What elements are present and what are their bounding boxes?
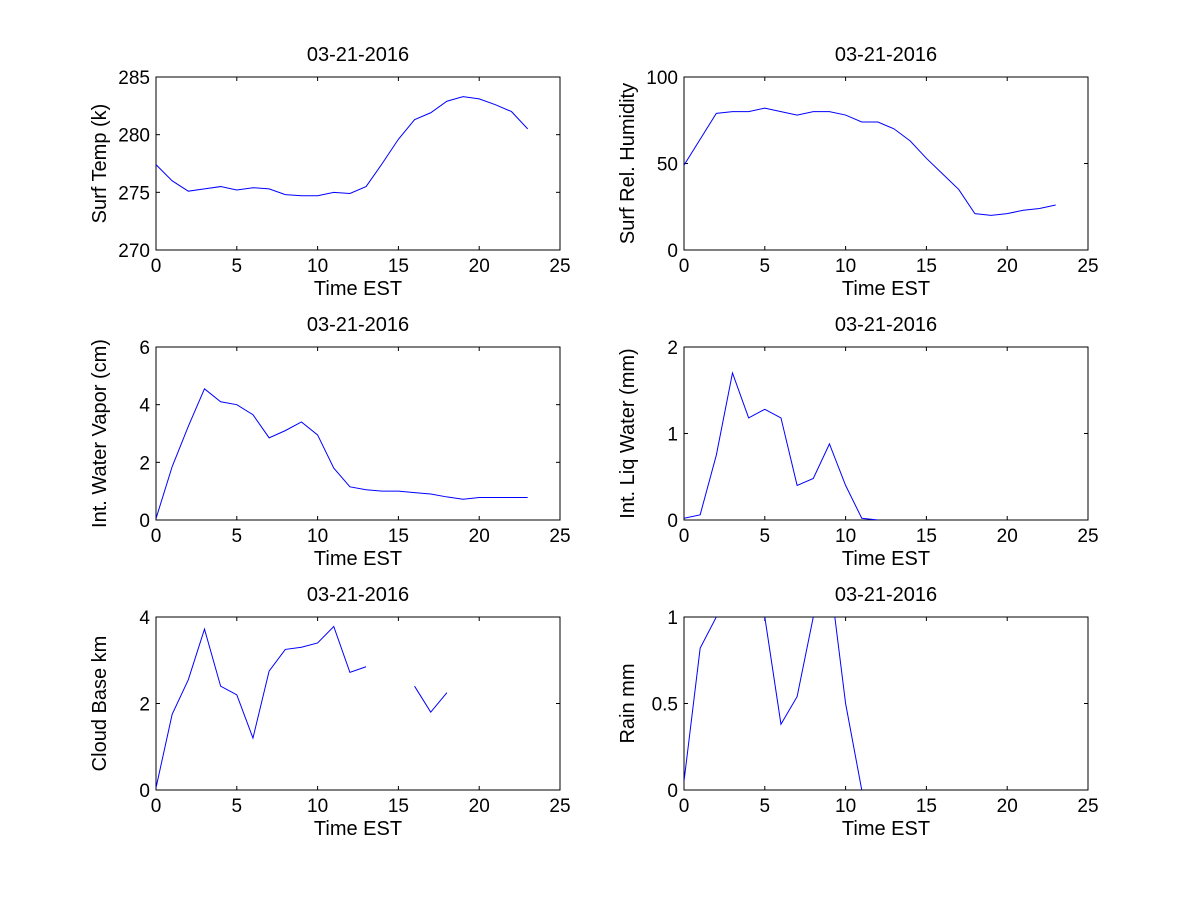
chart-1-x-axis-label: Time EST <box>314 278 402 300</box>
chart-3-y-tick-label: 2 <box>139 453 150 474</box>
chart-6-title: 03-21-2016 <box>835 584 937 606</box>
chart-4-x-tick-label: 5 <box>760 526 771 547</box>
chart-3-title: 03-21-2016 <box>307 314 409 336</box>
chart-1: 0 5 10 15 20 25 270 275 280 285 03-21-2016 Time EST… <box>89 44 571 300</box>
chart-3-y-axis-label: Int. Water Vapor (cm) <box>89 339 111 528</box>
chart-2-x-axis-label: Time EST <box>842 278 930 300</box>
chart-2-x-tick-label: 15 <box>916 256 937 277</box>
chart-5-y-tick-label: 2 <box>139 695 150 716</box>
chart-2-x-tick-label: 0 <box>679 256 690 277</box>
chart-3-x-tick-label: 25 <box>549 526 570 547</box>
chart-5-y-tick-label: 4 <box>139 608 150 629</box>
chart-3-y-tick-label: 6 <box>139 338 150 359</box>
chart-2-title: 03-21-2016 <box>835 44 937 66</box>
chart-6-x-axis-label: Time EST <box>842 818 930 840</box>
chart-5: 0 5 10 15 20 25 0 2 4 03-21-2016 Time EST Cloud Bas… <box>89 584 571 840</box>
chart-5-x-tick-label: 10 <box>307 796 328 817</box>
chart-1-y-tick-label: 285 <box>118 68 150 89</box>
chart-5-series-line-1 <box>156 625 367 788</box>
chart-5-x-tick-label: 0 <box>151 796 162 817</box>
chart-1-series-line-1 <box>156 96 529 197</box>
chart-6: 0 5 10 15 20 25 0 0.5 1 03-21-2016 Time EST Rain mm <box>617 584 1099 840</box>
chart-1-x-tick-label: 5 <box>232 256 243 277</box>
chart-5-x-tick-label: 15 <box>388 796 409 817</box>
chart-1-y-axis-label: Surf Temp (k) <box>89 104 111 224</box>
chart-6-y-axis-label: Rain mm <box>617 663 639 743</box>
chart-1-x-tick-label: 20 <box>469 256 490 277</box>
chart-2-x-tick-label: 25 <box>1077 256 1098 277</box>
chart-4-x-tick-label: 15 <box>916 526 937 547</box>
chart-4-y-axis-label: Int. Liq Water (mm) <box>617 348 639 518</box>
chart-2-y-tick-label: 100 <box>646 68 678 89</box>
chart-5-title: 03-21-2016 <box>307 584 409 606</box>
chart-3-x-tick-label: 10 <box>307 526 328 547</box>
chart-4-title: 03-21-2016 <box>835 314 937 336</box>
chart-2-series-line-1 <box>684 107 1056 216</box>
chart-4: 0 5 10 15 20 25 0 1 2 03-21-2016 Time EST Int. Liq … <box>617 314 1099 570</box>
chart-4-y-tick-label: 2 <box>667 338 678 359</box>
chart-2-y-tick-label: 0 <box>667 241 678 262</box>
chart-3-x-axis-label: Time EST <box>314 548 402 570</box>
chart-6-x-tick-label: 15 <box>916 796 937 817</box>
chart-4-axes-box <box>683 346 1089 521</box>
chart-3-x-tick-label: 0 <box>151 526 162 547</box>
chart-4-x-tick-label: 10 <box>835 526 856 547</box>
chart-3: 0 5 10 15 20 25 0 2 4 6 03-21-2016 Time EST Int. Wat… <box>89 314 571 570</box>
chart-5-axes-box <box>155 616 561 791</box>
chart-4-y-tick-label: 1 <box>667 425 678 446</box>
chart-4-x-axis-label: Time EST <box>842 548 930 570</box>
chart-6-x-tick-label: 0 <box>679 796 690 817</box>
chart-6-x-tick-label: 5 <box>760 796 771 817</box>
chart-5-x-tick-label: 5 <box>232 796 243 817</box>
chart-1-x-tick-label: 10 <box>307 256 328 277</box>
chart-5-y-tick-label: 0 <box>139 781 150 802</box>
chart-2-x-tick-label: 10 <box>835 256 856 277</box>
chart-3-y-tick-label: 4 <box>139 396 150 417</box>
chart-1-axes-box <box>155 76 561 251</box>
chart-1-title: 03-21-2016 <box>307 44 409 66</box>
chart-4-x-tick-label: 25 <box>1077 526 1098 547</box>
chart-4-x-tick-label: 20 <box>997 526 1018 547</box>
chart-2-y-axis-label: Surf Rel. Humidity <box>617 83 639 244</box>
chart-5-x-axis-label: Time EST <box>314 818 402 840</box>
chart-1-y-tick-label: 275 <box>118 183 150 204</box>
chart-5-series-line-2 <box>414 685 448 714</box>
chart-3-x-tick-label: 5 <box>232 526 243 547</box>
chart-1-y-tick-label: 280 <box>118 126 150 147</box>
chart-5-y-axis-label: Cloud Base km <box>89 636 111 772</box>
chart-2-axes-box <box>683 76 1089 251</box>
chart-6-x-tick-label: 10 <box>835 796 856 817</box>
chart-1-x-tick-label: 15 <box>388 256 409 277</box>
chart-1-x-tick-label: 0 <box>151 256 162 277</box>
chart-6-x-tick-label: 25 <box>1077 796 1098 817</box>
chart-1-y-tick-label: 270 <box>118 241 150 262</box>
chart-6-y-tick-label: 0.5 <box>652 695 678 716</box>
chart-3-axes-box <box>155 346 561 521</box>
chart-6-x-tick-label: 20 <box>997 796 1018 817</box>
chart-6-y-tick-label: 1 <box>667 608 678 629</box>
chart-2-y-tick-label: 50 <box>657 155 678 176</box>
chart-2-x-tick-label: 20 <box>997 256 1018 277</box>
chart-6-y-tick-label: 0 <box>667 781 678 802</box>
chart-3-series-line-1 <box>156 388 528 519</box>
chart-2-x-tick-label: 5 <box>760 256 771 277</box>
chart-4-x-tick-label: 0 <box>679 526 690 547</box>
chart-1-x-tick-label: 25 <box>549 256 570 277</box>
chart-6-series-line-1 <box>684 617 863 790</box>
chart-4-series-line-1 <box>684 371 878 520</box>
chart-5-x-tick-label: 25 <box>549 796 570 817</box>
chart-4-y-tick-label: 0 <box>667 511 678 532</box>
chart-6-axes-box <box>683 616 1089 791</box>
chart-3-y-tick-label: 0 <box>139 511 150 532</box>
chart-3-x-tick-label: 20 <box>469 526 490 547</box>
chart-3-x-tick-label: 15 <box>388 526 409 547</box>
chart-2: 0 5 10 15 20 25 0 50 100 03-21-2016 Time EST Surf R… <box>617 44 1099 300</box>
chart-5-x-tick-label: 20 <box>469 796 490 817</box>
